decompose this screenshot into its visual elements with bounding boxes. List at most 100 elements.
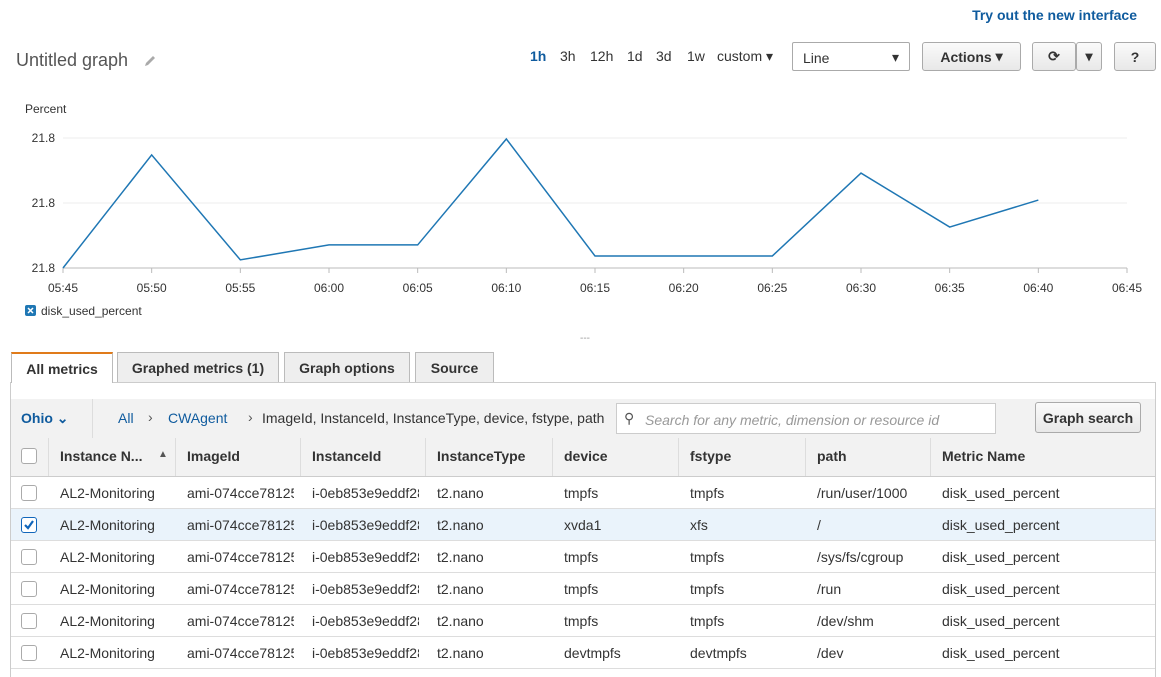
breadcrumb-item[interactable]: CWAgent bbox=[168, 410, 228, 426]
table-row[interactable] bbox=[11, 541, 1155, 573]
search-icon: ⚲ bbox=[624, 410, 635, 426]
tab[interactable]: All metrics bbox=[11, 352, 113, 383]
x-tick-label: 05:50 bbox=[137, 281, 167, 295]
divider bbox=[92, 399, 93, 438]
table-cell: ami-074cce78125 bbox=[187, 613, 294, 629]
table-cell: tmpfs bbox=[690, 613, 725, 629]
row-checkbox[interactable] bbox=[21, 549, 37, 565]
refresh-button[interactable]: ⟳ bbox=[1032, 42, 1076, 71]
region-select[interactable]: Ohio ⌄ bbox=[21, 410, 69, 426]
x-tick-label: 06:20 bbox=[669, 281, 699, 295]
table-cell: devtmpfs bbox=[564, 645, 621, 661]
region-label: Ohio bbox=[21, 410, 53, 426]
column-header[interactable]: InstanceId bbox=[312, 448, 382, 464]
table-header bbox=[11, 438, 1155, 477]
data-line bbox=[62, 137, 1039, 269]
column-divider bbox=[425, 438, 426, 476]
search-placeholder: Search for any metric, dimension or reso… bbox=[645, 412, 940, 428]
breadcrumb-item[interactable]: All bbox=[118, 410, 134, 426]
legend-x bbox=[27, 307, 34, 314]
actions-button[interactable]: Actions ▾ bbox=[922, 42, 1021, 71]
table-cell: disk_used_percent bbox=[942, 517, 1060, 533]
table-cell: xfs bbox=[690, 517, 708, 533]
table-cell: tmpfs bbox=[690, 485, 725, 501]
column-header[interactable]: Instance N... bbox=[60, 448, 143, 464]
column-header[interactable]: Metric Name bbox=[942, 448, 1026, 464]
row-checkbox[interactable] bbox=[21, 485, 37, 501]
table-cell: t2.nano bbox=[437, 581, 484, 597]
actions-label: Actions bbox=[940, 48, 992, 65]
table-cell: /sys/fs/cgroup bbox=[817, 549, 904, 565]
table-row[interactable] bbox=[11, 477, 1155, 509]
table-cell: /dev bbox=[817, 645, 844, 661]
tab[interactable]: Graph options bbox=[284, 352, 410, 382]
table-cell: ami-074cce78125 bbox=[187, 645, 294, 661]
table-cell: i-0eb853e9eddf28 bbox=[312, 485, 419, 501]
table-row[interactable] bbox=[11, 605, 1155, 637]
table-row[interactable] bbox=[11, 573, 1155, 605]
graph-title[interactable]: Untitled graph bbox=[16, 50, 129, 70]
column-header[interactable]: fstype bbox=[690, 448, 732, 464]
row-checkbox[interactable] bbox=[21, 645, 37, 661]
table-cell: AL2-Monitoring bbox=[60, 517, 155, 533]
column-header[interactable]: InstanceType bbox=[437, 448, 526, 464]
time-range[interactable]: 1h bbox=[530, 48, 547, 64]
table-cell: ami-074cce78125 bbox=[187, 549, 294, 565]
table-cell: AL2-Monitoring bbox=[60, 613, 155, 629]
column-header[interactable]: ImageId bbox=[187, 448, 240, 464]
view-select[interactable]: Line ▾ bbox=[792, 42, 910, 71]
sort-icon: ▲ bbox=[158, 449, 168, 460]
table-row[interactable] bbox=[11, 509, 1155, 541]
graph-search-button[interactable]: Graph search bbox=[1035, 402, 1141, 433]
time-range[interactable]: 3d bbox=[656, 48, 672, 64]
row-checkbox[interactable] bbox=[21, 581, 37, 597]
table-row[interactable] bbox=[11, 637, 1155, 669]
column-divider bbox=[300, 438, 301, 476]
table-cell: t2.nano bbox=[437, 645, 484, 661]
table-cell: tmpfs bbox=[564, 581, 599, 597]
y-tick-label: 21.8 bbox=[32, 131, 56, 145]
table-cell: AL2-Monitoring bbox=[60, 581, 155, 597]
table-cell: disk_used_percent bbox=[942, 613, 1060, 629]
refresh-menu[interactable]: ▾ bbox=[1076, 42, 1102, 71]
resize-handle[interactable]: --- bbox=[580, 333, 590, 344]
x-tick-label: 06:35 bbox=[935, 281, 965, 295]
x-tick-label: 05:55 bbox=[225, 281, 255, 295]
table-cell: ami-074cce78125 bbox=[187, 581, 294, 597]
new-ui-link[interactable]: Try out the new interface bbox=[972, 7, 1137, 23]
time-range[interactable]: 1d bbox=[627, 48, 643, 64]
column-divider bbox=[930, 438, 931, 476]
table-cell: AL2-Monitoring bbox=[60, 645, 155, 661]
table-cell: tmpfs bbox=[690, 581, 725, 597]
table-cell: ami-074cce78125 bbox=[187, 485, 294, 501]
edit-icon[interactable] bbox=[143, 54, 157, 68]
row-checkbox[interactable] bbox=[21, 517, 37, 533]
table-cell: t2.nano bbox=[437, 485, 484, 501]
column-header[interactable]: path bbox=[817, 448, 847, 464]
x-tick-label: 06:00 bbox=[314, 281, 344, 295]
custom-label: custom bbox=[717, 48, 763, 64]
y-axis-label: Percent bbox=[25, 102, 67, 116]
help-button[interactable]: ? bbox=[1114, 42, 1156, 71]
table-cell: tmpfs bbox=[690, 549, 725, 565]
x-tick-label: 06:45 bbox=[1112, 281, 1142, 295]
y-tick-label: 21.8 bbox=[32, 196, 56, 210]
table-cell: disk_used_percent bbox=[942, 581, 1060, 597]
time-range[interactable]: 3h bbox=[560, 48, 576, 64]
chart: Percent 21.8 21.8 21.8 05:45 05:50 05:55 06:00… bbox=[25, 102, 1142, 318]
table-cell: ami-074cce78125 bbox=[187, 517, 294, 533]
custom-range[interactable]: custom ▾ bbox=[717, 48, 774, 64]
tab[interactable]: Source bbox=[415, 352, 494, 382]
column-divider bbox=[48, 438, 49, 476]
time-range[interactable]: 12h bbox=[590, 48, 614, 64]
x-tick-label: 06:10 bbox=[491, 281, 521, 295]
time-range[interactable]: 1w bbox=[687, 48, 705, 64]
checkbox[interactable] bbox=[21, 448, 37, 464]
search-box[interactable]: Search for any metric, dimension or reso… bbox=[616, 403, 996, 434]
tab[interactable]: Graphed metrics (1) bbox=[117, 352, 279, 382]
table-cell: i-0eb853e9eddf28 bbox=[312, 517, 419, 533]
column-divider bbox=[552, 438, 553, 476]
column-header[interactable]: device bbox=[564, 448, 608, 464]
row-checkbox[interactable] bbox=[21, 613, 37, 629]
